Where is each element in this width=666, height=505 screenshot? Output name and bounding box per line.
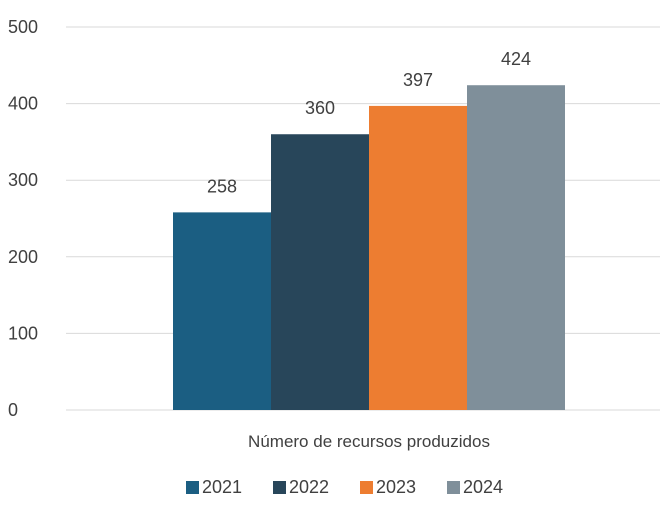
data-label-2021: 258 (207, 176, 237, 196)
legend-label-2023: 2023 (376, 477, 416, 497)
bar-2023 (369, 105, 467, 410)
y-tick-label: 100 (8, 323, 38, 343)
legend-swatch-2022 (273, 481, 286, 494)
legend-item-2022: 2022 (273, 477, 329, 497)
legend-swatch-2023 (360, 481, 373, 494)
data-label-2024: 424 (501, 49, 531, 69)
bars (173, 85, 565, 411)
y-tick-label: 200 (8, 247, 38, 267)
data-label-2022: 360 (305, 98, 335, 118)
y-tick-label: 500 (8, 17, 38, 37)
legend-swatch-2024 (447, 481, 460, 494)
legend-label-2021: 2021 (202, 477, 242, 497)
bar-2022 (271, 134, 369, 411)
legend-item-2021: 2021 (186, 477, 242, 497)
y-axis-tick-labels: 0 100 200 300 400 500 (8, 17, 38, 420)
x-category-label: Número de recursos produzidos (248, 432, 490, 451)
x-axis-category-labels: Número de recursos produzidos (248, 432, 490, 451)
y-tick-label: 0 (8, 400, 18, 420)
data-label-2023: 397 (403, 70, 433, 90)
legend-label-2022: 2022 (289, 477, 329, 497)
legend-item-2024: 2024 (447, 477, 503, 497)
legend-label-2024: 2024 (463, 477, 503, 497)
data-labels: 258 360 397 424 (207, 49, 531, 196)
y-tick-label: 400 (8, 94, 38, 114)
bar-2024 (467, 85, 565, 410)
legend-item-2023: 2023 (360, 477, 416, 497)
legend-swatch-2021 (186, 481, 199, 494)
bar-2021 (173, 212, 271, 410)
legend: 2021 2022 2023 2024 (186, 477, 503, 497)
y-tick-label: 300 (8, 170, 38, 190)
